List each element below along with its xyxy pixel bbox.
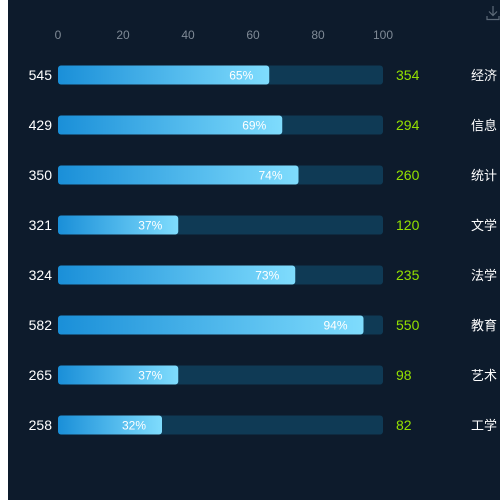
percent-label: 94% [323,319,347,333]
download-icon[interactable] [486,5,500,21]
percent-label: 37% [138,219,162,233]
bar-fill [58,365,179,385]
x-tick-label: 100 [373,28,393,42]
bar-row: 582 94% 550 教育 [29,315,497,335]
percent-label: 37% [138,369,162,383]
count-label: 235 [396,267,420,283]
bar-row: 258 32% 82 工学 [29,415,497,435]
total-label: 429 [29,117,53,133]
count-label: 294 [396,117,420,133]
bar-row: 545 65% 354 经济 [29,65,497,85]
bar-row: 265 37% 98 艺术 [29,365,497,385]
category-label: 信息 [471,118,497,133]
bar-fill [58,415,162,435]
bar-fill [58,215,179,235]
category-label: 统计 [471,168,497,183]
total-label: 265 [29,367,53,383]
total-label: 582 [29,317,53,333]
count-label: 82 [396,417,412,433]
bar-fill [58,115,283,135]
count-label: 98 [396,367,412,383]
bar-fill [58,165,299,185]
bar-fill [58,265,296,285]
percent-label: 65% [229,69,253,83]
x-tick-label: 40 [181,28,195,42]
total-label: 545 [29,67,53,83]
percent-label: 32% [122,419,146,433]
category-label: 教育 [471,318,497,333]
count-label: 260 [396,167,420,183]
category-label: 工学 [471,418,497,433]
count-label: 120 [396,217,420,233]
bar-rows: 545 65% 354 经济 429 69% 294 信息 350 74% 260 统计 321 37% 1… [29,65,497,435]
bar-chart: 0 20 40 60 80 100 545 65% 354 经济 429 69% 294 信息 350 74… [29,28,497,435]
total-label: 321 [29,217,53,233]
chart-panel: 0 20 40 60 80 100 545 65% 354 经济 429 69% 294 信息 350 74… [8,0,500,500]
bar-fill [58,65,270,85]
category-label: 经济 [471,68,497,83]
count-label: 550 [396,317,420,333]
percent-label: 74% [258,169,282,183]
x-tick-label: 20 [116,28,130,42]
x-axis-ticks: 0 20 40 60 80 100 [55,28,394,42]
x-tick-label: 60 [246,28,260,42]
count-label: 354 [396,67,420,83]
total-label: 350 [29,167,53,183]
bar-row: 429 69% 294 信息 [29,115,497,135]
category-label: 文学 [471,218,497,233]
percent-label: 69% [242,119,266,133]
total-label: 258 [29,417,53,433]
category-label: 法学 [471,268,497,283]
percent-label: 73% [255,269,279,283]
total-label: 324 [29,267,53,283]
bar-row: 350 74% 260 统计 [29,165,497,185]
bar-row: 324 73% 235 法学 [29,265,497,285]
category-label: 艺术 [471,368,497,383]
bar-fill [58,315,364,335]
x-tick-label: 0 [55,28,62,42]
x-tick-label: 80 [311,28,325,42]
bar-row: 321 37% 120 文学 [29,215,497,235]
